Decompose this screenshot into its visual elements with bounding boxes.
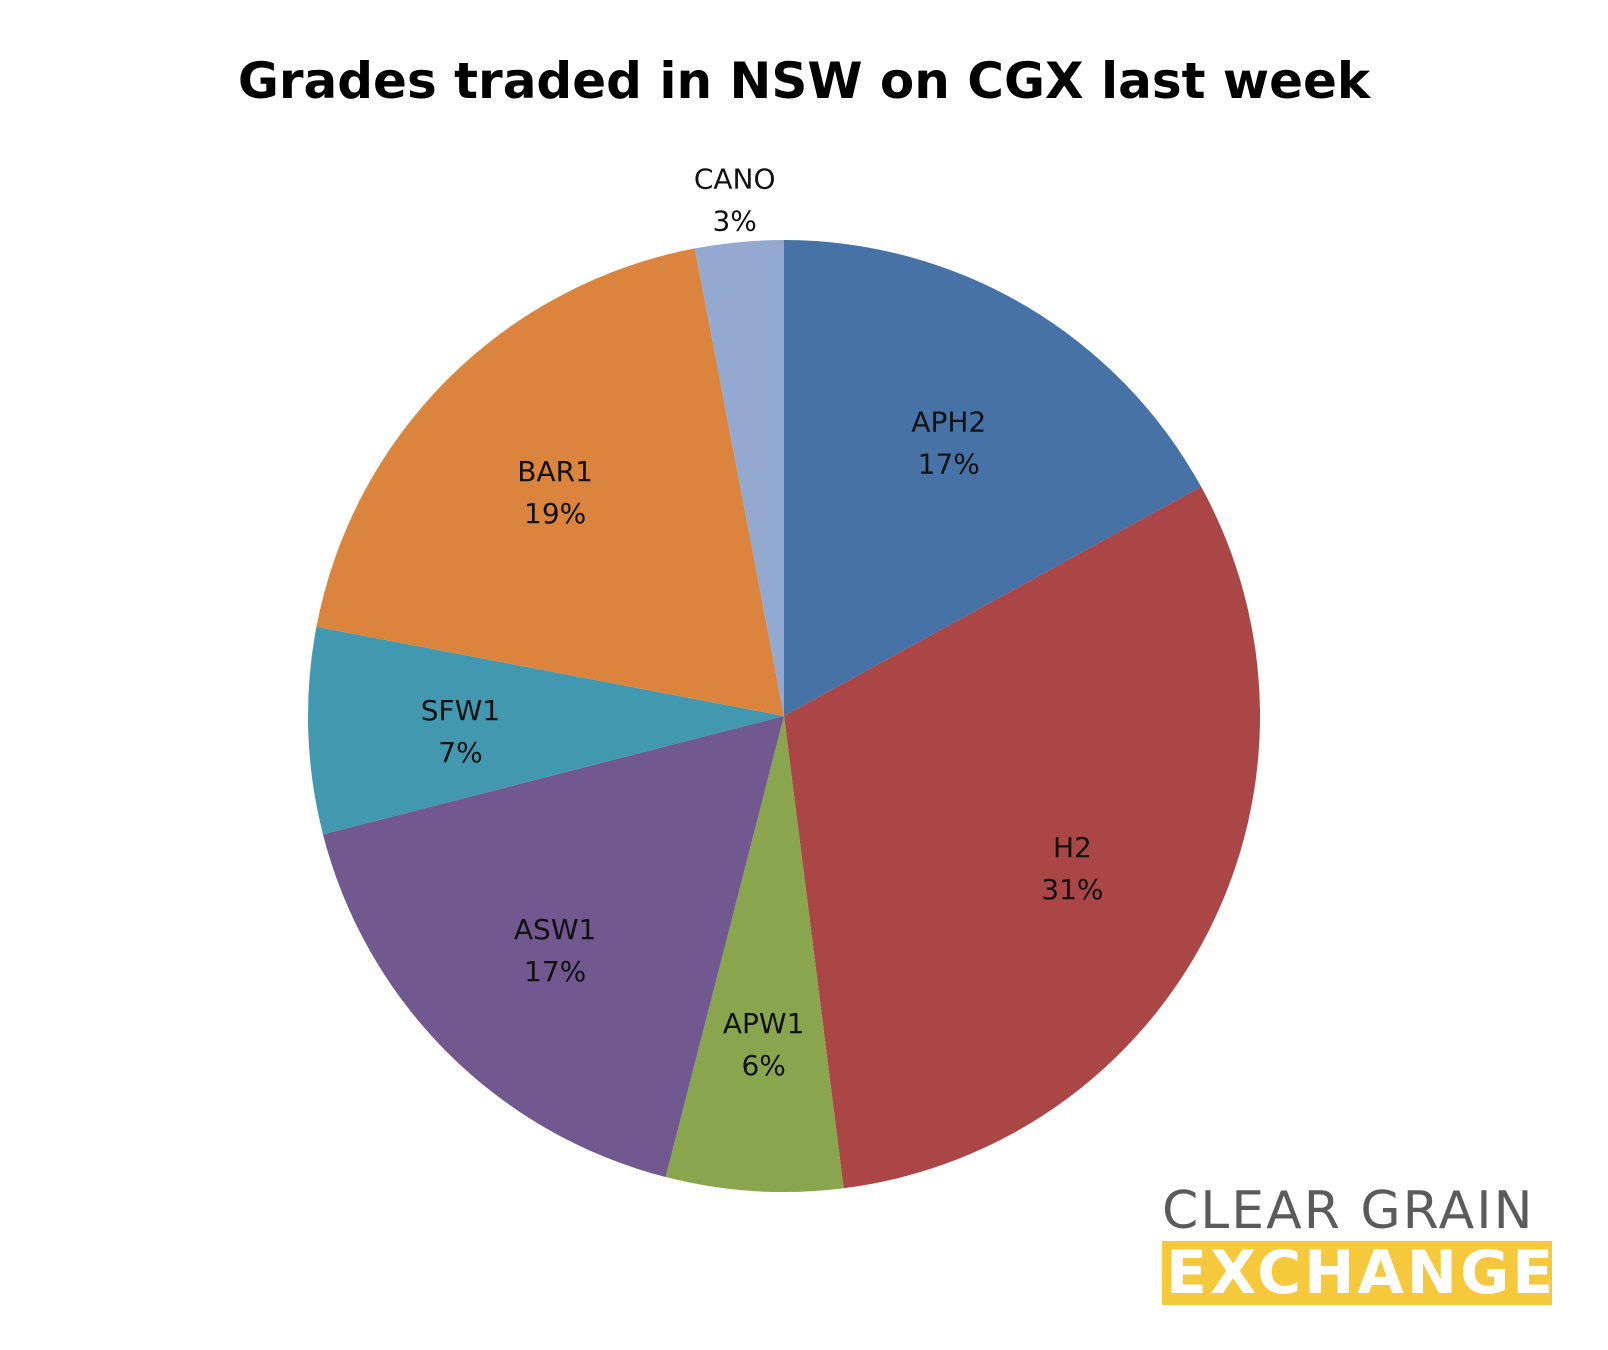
slice-value-bar1: 19% bbox=[524, 497, 586, 530]
slice-label-h2: H2 bbox=[1053, 831, 1092, 864]
slice-label-sfw1: SFW1 bbox=[421, 694, 500, 727]
pie-slices bbox=[308, 240, 1260, 1192]
pie-slice-sfw1 bbox=[308, 626, 784, 835]
slice-value-apw1: 6% bbox=[741, 1049, 785, 1082]
slice-labels: APH2 17% H2 31% APW1 6% ASW1 17% SFW1 7% BAR1 19% CA… bbox=[421, 162, 1104, 1082]
pie-slice-bar1 bbox=[316, 248, 784, 716]
slice-label-apw1: APW1 bbox=[723, 1007, 805, 1040]
slice-value-cano: 3% bbox=[712, 204, 756, 237]
slice-label-bar1: BAR1 bbox=[517, 455, 593, 488]
clear-grain-exchange-logo: CLEAR GRAIN EXCHANGE bbox=[1162, 1181, 1552, 1305]
slice-label-asw1: ASW1 bbox=[514, 913, 596, 946]
slice-label-cano: CANO bbox=[694, 162, 776, 195]
pie-slice-aph2 bbox=[784, 240, 1202, 716]
pie-slice-cano bbox=[694, 240, 784, 716]
pie-slice-h2 bbox=[784, 486, 1260, 1189]
pie-slice-apw1 bbox=[665, 716, 844, 1192]
slice-value-aph2: 17% bbox=[918, 447, 980, 480]
slice-value-sfw1: 7% bbox=[438, 736, 482, 769]
logo-band: EXCHANGE bbox=[1162, 1241, 1552, 1305]
pie-slice-asw1 bbox=[322, 716, 784, 1178]
logo-line1: CLEAR GRAIN bbox=[1162, 1181, 1535, 1241]
slice-value-asw1: 17% bbox=[524, 955, 586, 988]
slice-label-aph2: APH2 bbox=[911, 405, 986, 438]
chart-title: Grades traded in NSW on CGX last week bbox=[237, 52, 1371, 110]
logo-line2: EXCHANGE bbox=[1166, 1241, 1552, 1305]
slice-value-h2: 31% bbox=[1041, 873, 1103, 906]
